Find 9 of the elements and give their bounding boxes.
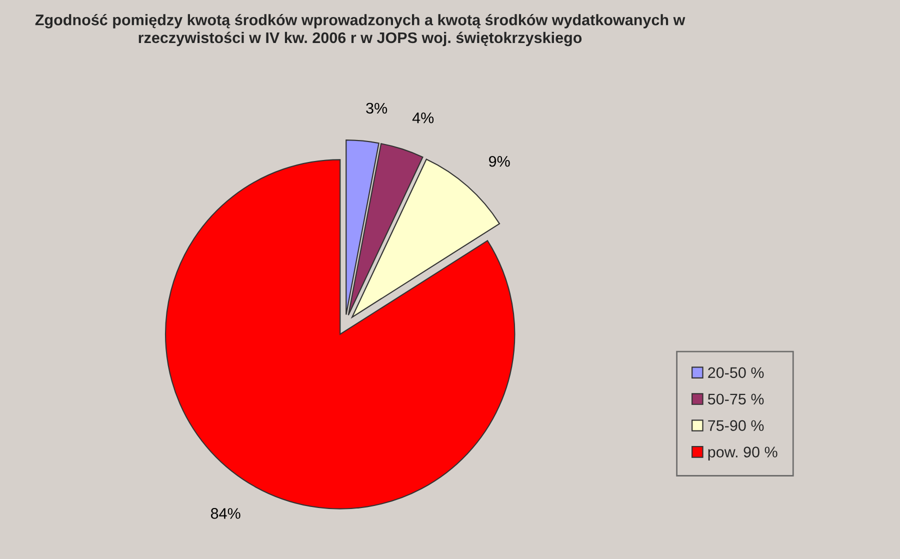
chart-title: Zgodność pomiędzy kwotą środków wprowadzonych a kwotą środków wydatkowanych w rzeczywistości w IV kw. 2006 r w JOPS woj. świętokrzyskiego [35, 14, 686, 46]
data-label: 4% [412, 112, 434, 124]
legend-label: pow. 90 % [708, 446, 778, 460]
data-label: 9% [489, 156, 510, 167]
legend-label: 50-75 % [708, 394, 764, 405]
legend-label: 75-90 % [708, 420, 764, 431]
legend-label: 20-50 % [708, 367, 764, 378]
data-label: 84% [210, 508, 240, 519]
data-label: 3% [366, 102, 388, 114]
